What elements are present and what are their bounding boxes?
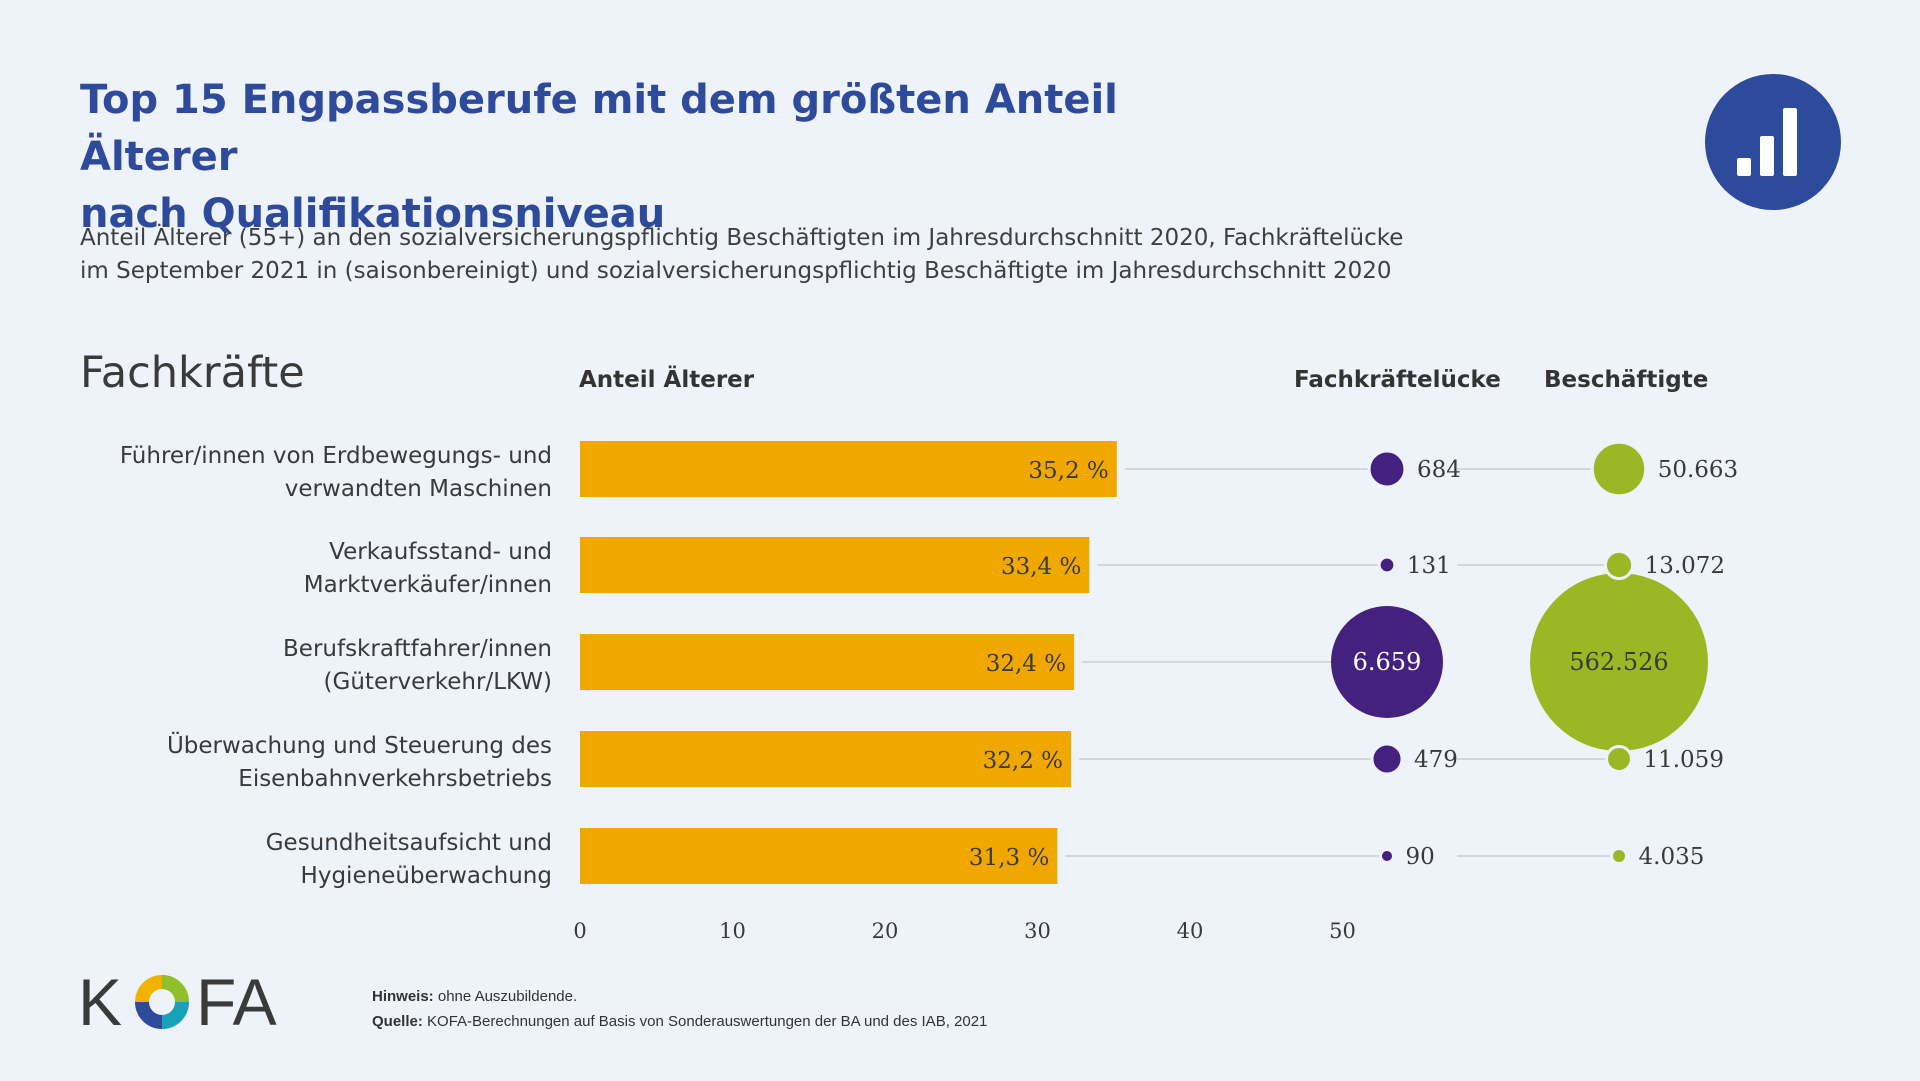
note-text: ohne Auszubildende. [437,988,578,1005]
category-label: Führer/innen von Erdbewegungs- und [120,443,552,469]
employed-bubble [1530,573,1708,751]
bar-value-label: 32,2 % [983,748,1063,774]
category-label: Gesundheitsaufsicht und [266,830,552,856]
gap-bubble [1377,555,1397,575]
column-header-employed: Beschäftigte [1544,367,1709,393]
bar [580,634,1075,690]
bar-chart-icon [1705,74,1841,210]
column-header-share: Anteil Älterer [579,367,755,393]
x-tick-label: 50 [1329,919,1356,943]
source-text: KOFA-Berechnungen auf Basis von Sonderau… [427,1013,988,1030]
gap-bubble [1370,742,1404,776]
bar [580,441,1117,497]
source-label: Quelle: [372,1013,423,1030]
gap-value-label: 684 [1417,457,1461,483]
title-line-1: Top 15 Engpassberufe mit dem größten Ant… [80,77,1118,180]
gap-value-label: 90 [1406,844,1435,870]
bar [580,731,1072,787]
title-line-2: nach Qualifikationsniveau [80,191,666,237]
employed-value-label: 11.059 [1643,747,1723,773]
chart-title: Top 15 Engpassberufe mit dem größten Ant… [80,72,1280,243]
employed-bubble [1590,440,1648,498]
gap-bubble [1378,847,1396,865]
category-label: Hygieneüberwachung [301,863,552,889]
employed-value-label: 50.663 [1658,457,1738,483]
subtitle-line-2: im September 2021 in (saisonbereinigt) u… [80,258,1392,284]
logo-swirl [135,975,189,1029]
category-label: Überwachung und Steuerung des [167,731,552,759]
category-label: (Güterverkehr/LKW) [324,669,552,695]
category-label: Marktverkäufer/innen [304,572,552,598]
x-tick-label: 10 [719,919,746,943]
gap-bubble [1367,449,1407,489]
footer-source: Quelle: KOFA-Berechnungen auf Basis von … [372,1013,987,1030]
category-label: Berufskraftfahrer/innen [283,636,552,662]
gap-value-label: 131 [1407,553,1451,579]
bar [580,828,1058,884]
x-tick-label: 0 [573,919,586,943]
bar-value-label: 32,4 % [986,651,1066,677]
employed-value-label: 13.072 [1645,553,1725,579]
logo-text-right: FA [196,965,277,1035]
gap-value-label: 6.659 [1353,648,1422,676]
employed-bubble [1605,745,1633,773]
employed-bubble [1603,549,1635,581]
logo-text-left: K [78,965,122,1035]
x-tick-label: 20 [872,919,899,943]
gap-bubble [1331,606,1443,718]
category-label: Verkaufsstand- und [329,539,552,565]
section-heading: Fachkräfte [80,348,305,398]
column-header-gap: Fachkräftelücke [1294,367,1501,393]
bar-value-label: 35,2 % [1028,458,1108,484]
category-label: Eisenbahnverkehrsbetriebs [238,766,552,792]
kofa-logo: K FA [78,965,298,1039]
x-tick-label: 40 [1177,919,1204,943]
footer-note: Hinweis: ohne Auszubildende. [372,988,577,1005]
category-label: verwandten Maschinen [285,476,552,502]
note-label: Hinweis: [372,988,434,1005]
gap-value-label: 479 [1414,747,1458,773]
subtitle-line-1: Anteil Älterer (55+) an den sozialversic… [80,225,1404,251]
chart-subtitle: Anteil Älterer (55+) an den sozialversic… [80,222,1480,288]
employed-value-label: 562.526 [1569,648,1668,676]
employed-bubble [1609,846,1629,866]
bar-value-label: 31,3 % [969,845,1049,871]
employed-value-label: 4.035 [1639,844,1705,870]
x-tick-label: 30 [1024,919,1051,943]
bar-value-label: 33,4 % [1001,554,1081,580]
bar [580,537,1090,593]
